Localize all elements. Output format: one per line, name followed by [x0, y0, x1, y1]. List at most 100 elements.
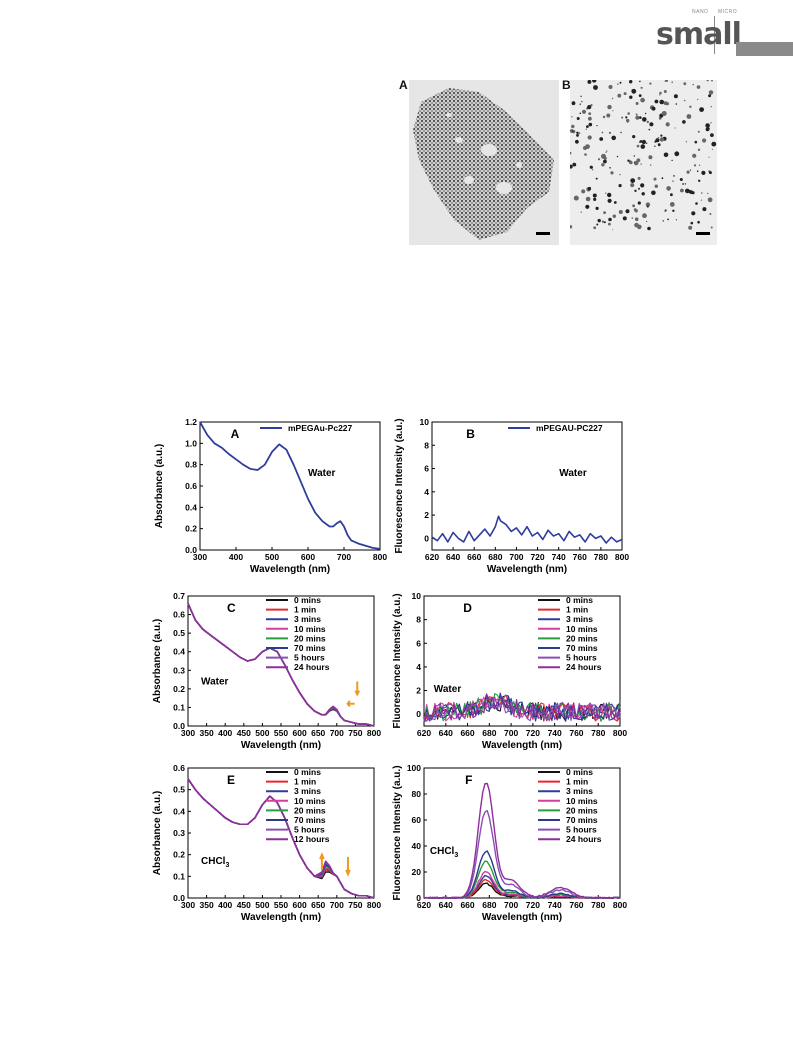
legend-label: 24 hours [566, 662, 602, 672]
series-line [423, 693, 621, 722]
chart-panel-d: 620 640 660 680 700 720 740 760 780 800 0 2 4 6 8 10 Wav… [392, 591, 627, 751]
legend-label: 5 hours [566, 825, 597, 835]
series-line [199, 421, 381, 550]
nanoparticle-dot [631, 89, 633, 91]
x-tick-label: 750 [348, 900, 362, 910]
legend-label: 1 min [294, 777, 316, 787]
nanoparticle-dot [710, 133, 714, 137]
nanoparticle-dot [666, 186, 671, 191]
nanoparticle-dot [659, 91, 662, 95]
y-tick-label: 0 [416, 709, 421, 719]
nanoparticle-dot [661, 177, 664, 180]
nanoparticle-dot [632, 135, 636, 139]
nanoparticle-dot [702, 207, 707, 212]
x-tick-label: 400 [229, 552, 243, 562]
x-tick-label: 700 [330, 900, 344, 910]
y-tick-label: 60 [412, 815, 422, 825]
nanoparticle-dot [610, 171, 614, 175]
series-line [187, 603, 375, 727]
nanoparticle-dot [646, 120, 649, 124]
nanoparticle-dot [702, 138, 707, 143]
y-tick-label: 0.0 [185, 545, 197, 555]
y-tick-label: 0.4 [173, 647, 185, 657]
nanoparticle-dot [601, 153, 606, 159]
x-tick-label: 800 [613, 900, 627, 910]
nanoparticle-dot [606, 150, 608, 152]
x-tick-label: 720 [526, 900, 540, 910]
nanoparticle-dot [659, 137, 665, 142]
nanoparticle-dot [683, 99, 686, 102]
nanoparticle-dot [685, 188, 690, 194]
nanoparticle-dot [585, 204, 590, 209]
nanoparticle-dot [595, 177, 598, 180]
x-tick-label: 750 [348, 728, 362, 738]
nanoparticle-dot [645, 220, 648, 223]
nanoparticle-dot [688, 225, 693, 230]
logo-gray-bar [736, 42, 793, 56]
nanoparticle-dot [597, 218, 601, 223]
nanoparticle-dot [654, 99, 659, 104]
nanoparticle-dot [578, 132, 581, 135]
chart-panel-e: 300 350 400 450 500 550 600 650 700 750 800 0.0 0.1 0… [152, 763, 381, 923]
nanoparticle-dot [587, 80, 592, 84]
nanoparticle-dot [686, 114, 692, 119]
nanoparticle-dot [697, 130, 700, 133]
nanoparticle-dot [672, 209, 675, 212]
nanoparticle-dot [648, 128, 651, 131]
y-tick-label: 6 [416, 638, 421, 648]
nanoparticle-dot [708, 171, 712, 175]
nanoparticle-dot [672, 180, 674, 182]
nanoparticle-dot [705, 127, 710, 132]
nanoparticle-dot [581, 109, 587, 114]
nanoparticle-dot [690, 221, 694, 225]
nanoparticle-dot [640, 163, 642, 165]
nanoparticle-dot [629, 160, 632, 163]
nanoparticle-dot [708, 94, 712, 98]
nanoparticle-dot [627, 112, 630, 115]
x-tick-label: 450 [237, 900, 251, 910]
y-tick-label: 0.3 [173, 828, 185, 838]
plot-frame [431, 421, 623, 551]
legend-label: 20 mins [294, 805, 326, 815]
nanoparticle-dot [647, 226, 651, 231]
shift-arrow-icon [346, 700, 355, 708]
nanoparticle-dot [708, 156, 710, 158]
nanoparticle-dot [651, 106, 656, 111]
nanoparticle-dot [579, 103, 581, 105]
nanoparticle-dot [665, 122, 670, 127]
nanoparticle-dot [644, 112, 647, 115]
solvent-annotation: Water [201, 676, 229, 687]
series-line [423, 692, 621, 722]
tem-panel-b-label: B [562, 78, 571, 92]
y-tick-label: 0.6 [173, 763, 185, 773]
x-tick-label: 300 [181, 900, 195, 910]
nanoparticle-dot [613, 201, 617, 204]
nanoparticle-dot [619, 173, 621, 176]
nanoparticle-dot [636, 144, 640, 148]
nanoparticle-dot [601, 131, 604, 134]
x-axis-label: Wavelength (nm) [241, 912, 321, 923]
x-axis-label: Wavelength (nm) [482, 740, 562, 751]
legend-label: 10 mins [566, 796, 598, 806]
nanoparticle-dot [612, 229, 614, 231]
x-tick-label: 660 [467, 552, 481, 562]
nanoparticle-dot [617, 93, 622, 98]
legend-label: 5 hours [566, 653, 597, 663]
y-tick-label: 80 [412, 789, 422, 799]
nanoparticle-dot [664, 210, 667, 213]
nanoparticle-dot [697, 98, 699, 101]
x-tick-label: 650 [311, 900, 325, 910]
y-tick-label: 0.5 [173, 628, 185, 638]
nanoparticle-dot [603, 159, 607, 164]
y-tick-label: 0.5 [173, 785, 185, 795]
y-tick-label: 0.6 [173, 610, 185, 620]
nanoparticle-dot [636, 158, 641, 163]
nanoparticle-dot [696, 85, 701, 89]
nanoparticle-dot [686, 170, 690, 174]
x-axis-label: Wavelength (nm) [482, 912, 562, 923]
nanoparticle-dot [629, 80, 633, 84]
nanoparticle-dot [682, 183, 684, 185]
legend-label: 70 mins [566, 643, 598, 653]
nanoparticle-dot [635, 102, 639, 105]
nanoparticle-dot [608, 222, 611, 226]
